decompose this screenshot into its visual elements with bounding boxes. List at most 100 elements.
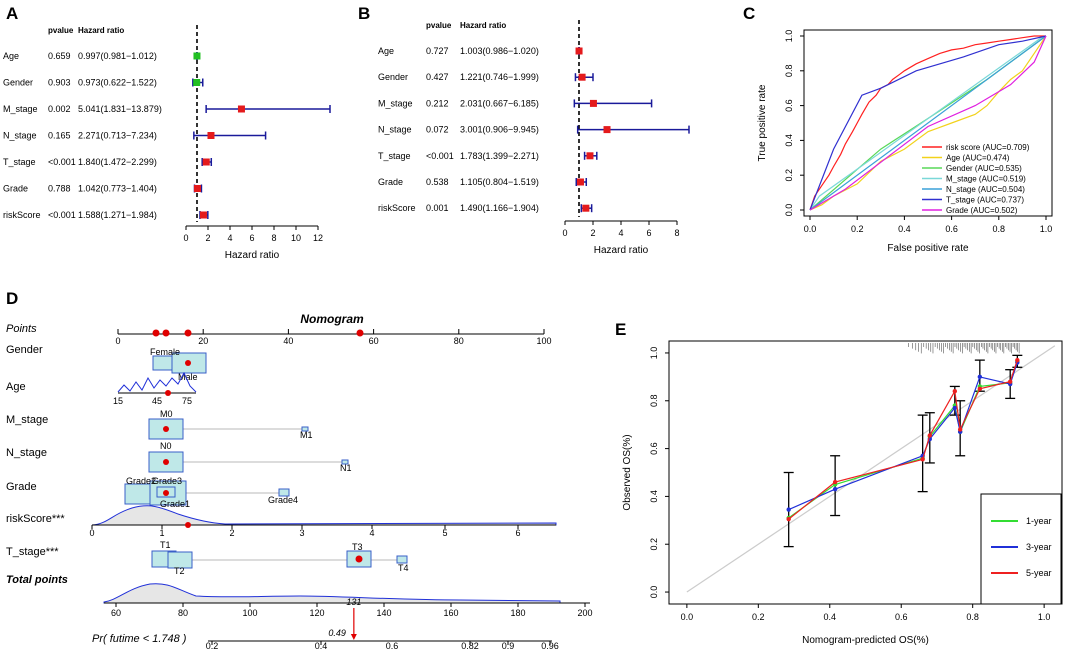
hr-point — [193, 52, 201, 60]
variable-label: N_stage — [6, 447, 47, 459]
points-marker — [162, 329, 170, 337]
hr-point — [578, 73, 586, 81]
hr-point — [199, 211, 207, 219]
roc-plot-c: 0.0 0.2 0.4 0.6 0.8 1.0 0.0 0.2 0.4 0.6 0.8 1.0 Fals… — [757, 29, 1053, 254]
legend-label: Grade (AUC=0.502) — [946, 206, 1018, 215]
row-hr-text: 1.490(1.166−1.904) — [460, 203, 539, 213]
points-tick-label: 60 — [369, 336, 379, 346]
nomogram-title: Nomogram — [300, 312, 364, 326]
legend-label: 3-year — [1026, 542, 1052, 552]
variable-label: Age — [6, 381, 26, 393]
age-tick-label: 75 — [182, 396, 192, 406]
legend-label: M_stage (AUC=0.519) — [946, 175, 1026, 184]
level-box — [156, 486, 176, 498]
points-marker — [152, 329, 160, 337]
level-label: Grade4 — [268, 495, 298, 505]
level-label: Grade3 — [152, 476, 182, 486]
calibration-point — [920, 457, 925, 462]
y-tick-label: 1.0 — [784, 30, 794, 43]
y-tick-label: 0.8 — [649, 395, 659, 408]
legend-label: 5-year — [1026, 568, 1052, 578]
row-label: Age — [378, 46, 394, 56]
x-tick-label: 8 — [271, 233, 276, 243]
x-tick-label: 0.8 — [993, 224, 1006, 234]
legend-label: T_stage (AUC=0.737) — [946, 196, 1024, 205]
probability-tick-label: 0.9 — [502, 641, 515, 651]
points-marker — [184, 329, 192, 337]
total-points-tick-label: 60 — [111, 608, 121, 618]
y-tick-label: 0.2 — [649, 538, 659, 551]
hr-point — [582, 204, 590, 212]
legend-label: risk score (AUC=0.709) — [946, 143, 1030, 152]
panel-letter-a: A — [6, 4, 18, 23]
level-label: Male — [178, 372, 198, 382]
row-label: Age — [3, 51, 19, 61]
level-label: N0 — [160, 441, 172, 451]
hr-header: Hazard ratio — [460, 21, 506, 30]
points-tick-label: 0 — [115, 336, 120, 346]
x-tick-label: 1.0 — [1040, 224, 1053, 234]
age-tick-label: 45 — [152, 396, 162, 406]
calibration-point — [977, 386, 983, 392]
x-axis-title: Hazard ratio — [225, 250, 280, 261]
level-label: Grade2 — [126, 476, 156, 486]
calibration-point — [1007, 379, 1013, 384]
level-label: M0 — [160, 409, 173, 419]
hr-point — [207, 132, 215, 139]
riskscore-tick-label: 2 — [229, 528, 234, 538]
probability-label: Pr( futime < 1.748 ) — [92, 633, 187, 645]
total-points-label: Total points — [6, 574, 68, 586]
probability-value: 0.49 — [328, 628, 346, 638]
riskscore-tick-label: 6 — [515, 528, 520, 538]
level-box — [278, 488, 290, 497]
forest-plot-a: pvalue Hazard ratio Age 0.659 0.997(0.981−1.… — [3, 25, 331, 261]
level-box — [301, 426, 309, 432]
x-tick-label: 0.8 — [966, 612, 979, 622]
calibration-plot-e: 0.0 0.2 0.4 0.6 0.8 1.0 0.0 0.2 0.4 0.6 0.8 1.0 Nomo… — [622, 340, 1063, 646]
x-tick-label: 0.4 — [898, 224, 911, 234]
variable-label: Gender — [6, 344, 43, 356]
hr-point — [202, 158, 210, 166]
y-tick-label: 0.4 — [649, 490, 659, 503]
row-label: Gender — [378, 72, 408, 82]
selected-point — [185, 522, 191, 528]
row-hr-text: 3.001(0.906−9.945) — [460, 125, 539, 135]
x-tick-label: 1.0 — [1038, 612, 1051, 622]
row-pvalue: 0.659 — [48, 51, 71, 61]
row-label: N_stage — [3, 131, 37, 141]
panel-letter-d: D — [6, 289, 18, 308]
total-points-tick-label: 140 — [376, 608, 391, 618]
level-label: T3 — [352, 542, 363, 552]
calibration-point — [786, 516, 791, 522]
points-label: Points — [6, 323, 37, 335]
plot-frame — [668, 340, 1063, 605]
hr-point — [589, 99, 597, 107]
x-tick-label: 0.4 — [824, 612, 837, 622]
panel-letter-e: E — [615, 320, 626, 339]
row-hr-text: 2.271(0.713−7.234) — [78, 131, 157, 141]
level-box — [396, 555, 408, 564]
x-tick-label: 0.2 — [752, 612, 765, 622]
y-axis-title: Observed OS(%) — [622, 434, 633, 510]
row-hr-text: 0.973(0.622−1.522) — [78, 78, 157, 88]
row-label: Grade — [378, 177, 403, 187]
selected-point — [185, 360, 191, 366]
calibration-point — [957, 427, 963, 432]
pvalue-header: pvalue — [426, 21, 452, 30]
calibration-point — [832, 487, 838, 492]
y-tick-label: 0.2 — [784, 169, 794, 182]
x-tick-label: 4 — [618, 228, 623, 238]
total-points-tick-label: 180 — [510, 608, 525, 618]
age-density-line — [117, 371, 197, 393]
plot-frame — [803, 29, 1053, 217]
row-label: N_stage — [378, 125, 412, 135]
y-tick-label: 0.6 — [784, 99, 794, 112]
hr-point — [193, 79, 201, 86]
y-tick-label: 0.0 — [784, 204, 794, 217]
calibration-point — [952, 389, 958, 394]
x-tick-label: 0.2 — [851, 224, 864, 234]
row-pvalue: 0.427 — [426, 72, 449, 82]
row-pvalue: 0.165 — [48, 131, 71, 141]
roc-series-line — [809, 35, 1046, 211]
